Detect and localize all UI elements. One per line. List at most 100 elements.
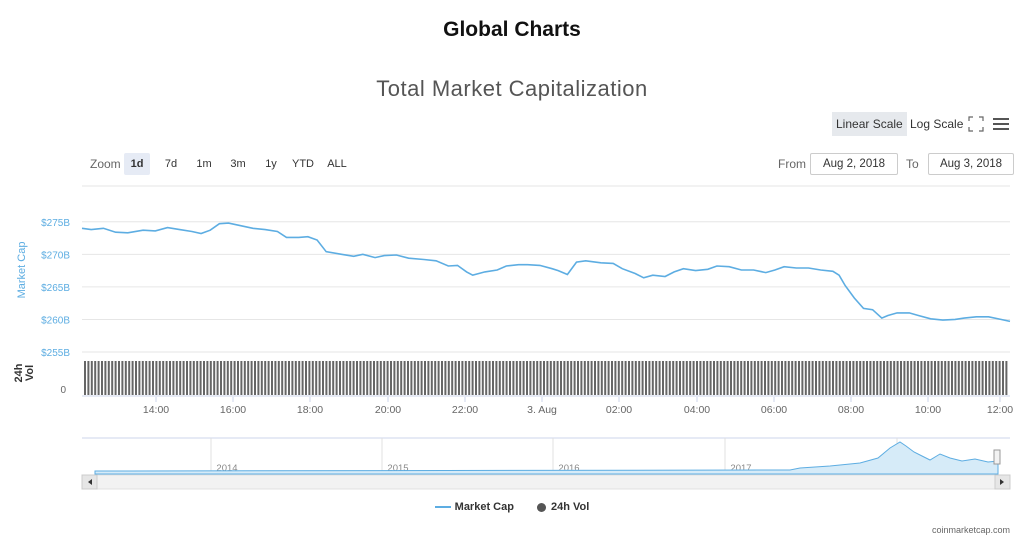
volume-bar bbox=[359, 361, 362, 395]
volume-bar bbox=[645, 361, 647, 395]
volume-bar bbox=[458, 361, 460, 395]
volume-bar bbox=[498, 361, 501, 395]
volume-bar bbox=[349, 361, 352, 395]
volume-bar bbox=[417, 361, 420, 395]
volume-bar bbox=[413, 361, 416, 395]
volume-bar bbox=[876, 361, 879, 395]
volume-bar bbox=[689, 361, 692, 395]
volume-bar bbox=[655, 361, 658, 395]
volume-bar bbox=[264, 361, 267, 395]
volume-bar bbox=[549, 361, 552, 395]
volume-axis-label: 24hVol bbox=[13, 363, 36, 382]
zoom-1d-button[interactable]: 1d bbox=[124, 153, 150, 175]
volume-bar bbox=[492, 361, 494, 395]
y-axis-ticks: $275B $270B $265B $260B $255B bbox=[41, 218, 70, 359]
volume-bar bbox=[410, 361, 413, 395]
volume-bar bbox=[226, 361, 229, 395]
to-date-input[interactable]: Aug 3, 2018 bbox=[928, 153, 1014, 175]
volume-bar bbox=[383, 361, 386, 395]
volume-bar bbox=[679, 361, 681, 395]
volume-bar bbox=[454, 361, 457, 395]
volume-bar bbox=[560, 361, 562, 395]
volume-bar bbox=[335, 361, 338, 395]
volume-bar bbox=[481, 361, 484, 395]
volume-bar bbox=[315, 361, 318, 395]
volume-bar bbox=[332, 361, 335, 395]
zoom-ytd-button[interactable]: YTD bbox=[292, 158, 314, 170]
volume-bar bbox=[288, 361, 290, 395]
volume-bar bbox=[920, 361, 923, 395]
volume-bar bbox=[893, 361, 896, 395]
volume-bar bbox=[883, 361, 885, 395]
volume-bar bbox=[121, 361, 124, 395]
volume-bar bbox=[186, 361, 188, 395]
volume-bar bbox=[175, 361, 178, 395]
credit: coinmarketcap.com bbox=[931, 525, 1010, 535]
volume-bar bbox=[271, 361, 273, 395]
volume-bar bbox=[447, 361, 450, 395]
volume-bar bbox=[179, 361, 182, 395]
fullscreen-icon[interactable] bbox=[966, 112, 986, 136]
volume-bar bbox=[641, 361, 644, 395]
volume-bar bbox=[162, 361, 165, 395]
scroll-right-icon bbox=[1000, 479, 1004, 485]
volume-bar bbox=[539, 361, 542, 395]
volume-bars bbox=[82, 361, 1010, 397]
zoom-1m-button[interactable]: 1m bbox=[196, 158, 212, 170]
volume-bar bbox=[240, 361, 243, 395]
volume-bar bbox=[250, 361, 253, 395]
zoom-3m-button[interactable]: 3m bbox=[230, 158, 246, 170]
volume-bar bbox=[152, 361, 154, 395]
navigator[interactable]: 20142015201620172018 bbox=[81, 437, 1011, 490]
x-tick-label: 12:00 bbox=[987, 404, 1013, 416]
volume-bar bbox=[444, 361, 447, 395]
navigator-year-label: 2016 bbox=[558, 463, 579, 474]
volume-bar bbox=[209, 361, 212, 395]
volume-bar bbox=[430, 361, 433, 395]
volume-bar bbox=[838, 361, 841, 395]
page-title: Global Charts bbox=[443, 18, 581, 41]
volume-bar bbox=[784, 361, 787, 395]
market-cap-chart[interactable]: $275B $270B $265B $260B $255B Market Cap 24h… bbox=[0, 0, 1024, 500]
linear-scale-button[interactable]: Linear Scale bbox=[832, 112, 907, 136]
volume-bar bbox=[356, 361, 358, 395]
log-scale-button[interactable]: Log Scale bbox=[910, 117, 964, 131]
volume-bar bbox=[624, 361, 627, 395]
volume-bar bbox=[131, 361, 134, 395]
volume-bar bbox=[713, 361, 715, 395]
volume-bar bbox=[471, 361, 474, 395]
volume-bar bbox=[570, 361, 573, 395]
volume-bar bbox=[634, 361, 637, 395]
zoom-1y-button[interactable]: 1y bbox=[265, 158, 277, 170]
volume-bar bbox=[233, 361, 236, 395]
volume-bar bbox=[328, 361, 331, 395]
volume-bar bbox=[379, 361, 382, 395]
volume-bar bbox=[339, 361, 341, 395]
volume-bar bbox=[182, 361, 185, 395]
zoom-all-button[interactable]: ALL bbox=[327, 158, 347, 170]
volume-bar bbox=[529, 361, 532, 395]
x-tick-label: 04:00 bbox=[684, 404, 710, 416]
volume-bar bbox=[1005, 361, 1008, 395]
volume-bar bbox=[352, 361, 355, 395]
zoom-7d-button[interactable]: 7d bbox=[164, 158, 178, 170]
y-tick-label: $260B bbox=[41, 315, 70, 326]
volume-bar bbox=[658, 361, 661, 395]
volume-bar bbox=[84, 361, 86, 395]
volume-bar bbox=[526, 361, 528, 395]
volume-bar bbox=[441, 361, 443, 395]
legend-item-market-cap[interactable]: Market Cap bbox=[434, 501, 514, 513]
volume-bar bbox=[617, 361, 620, 395]
volume-bar bbox=[393, 361, 396, 395]
x-tick-label: 06:00 bbox=[761, 404, 787, 416]
volume-bar bbox=[607, 361, 610, 395]
volume-bar bbox=[522, 361, 525, 395]
menu-icon[interactable] bbox=[990, 112, 1012, 136]
volume-bar bbox=[859, 361, 862, 395]
from-date-input[interactable]: Aug 2, 2018 bbox=[810, 153, 898, 175]
legend-item-24h-vol[interactable]: 24h Vol bbox=[537, 501, 589, 513]
volume-bar bbox=[254, 361, 256, 395]
volume-bar bbox=[509, 361, 511, 395]
x-tick-label: 22:00 bbox=[452, 404, 478, 416]
volume-bar bbox=[940, 361, 943, 395]
